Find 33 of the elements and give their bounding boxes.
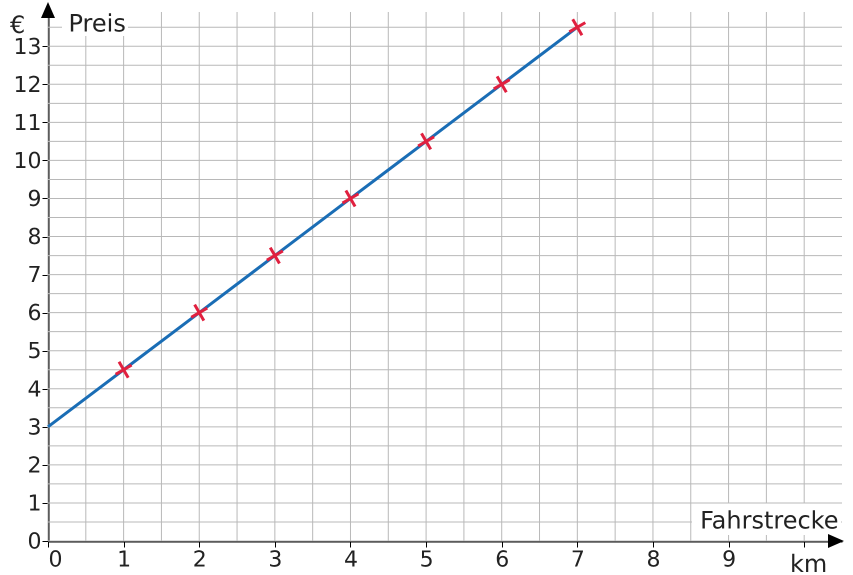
point [190, 303, 209, 322]
y-tick-label: 2 [28, 453, 42, 478]
text: km [790, 550, 828, 575]
y-tick-label: 12 [14, 72, 42, 98]
x-axis-title: Fahrstrecke [700, 506, 838, 534]
y-tick-label: 8 [28, 225, 42, 250]
y-tick-label: 7 [28, 263, 42, 288]
x-tick-label: 4 [344, 548, 358, 572]
point [568, 18, 587, 37]
x-tick-label: 3 [268, 548, 282, 572]
y-tick-label: 3 [28, 415, 42, 440]
y-axis-title: Preis [68, 10, 126, 38]
point [265, 246, 284, 266]
y-tick-label: 11 [14, 110, 42, 136]
x-tick-label: 2 [192, 548, 207, 572]
point [492, 74, 512, 94]
x-tick-label: 9 [722, 548, 736, 572]
x-tick-label: 5 [420, 548, 434, 572]
y-tick-label: 1 [28, 491, 42, 516]
x-tick-label: 8 [646, 548, 660, 572]
x-tick-label: 6 [495, 548, 510, 572]
point [416, 132, 436, 151]
y-tick-label: 6 [28, 301, 42, 326]
x-tick-label: 7 [570, 548, 585, 572]
y-tick-label: 4 [28, 377, 42, 402]
y-tick-label: 10 [14, 148, 42, 174]
point [114, 360, 134, 380]
x-tick-label: 1 [117, 548, 132, 572]
y-tick-label: 0 [28, 530, 42, 554]
y-tick-label: 5 [28, 339, 42, 364]
x-tick-label: 0 [48, 548, 62, 572]
point [340, 189, 360, 208]
y-tick-label: 9 [28, 186, 42, 212]
